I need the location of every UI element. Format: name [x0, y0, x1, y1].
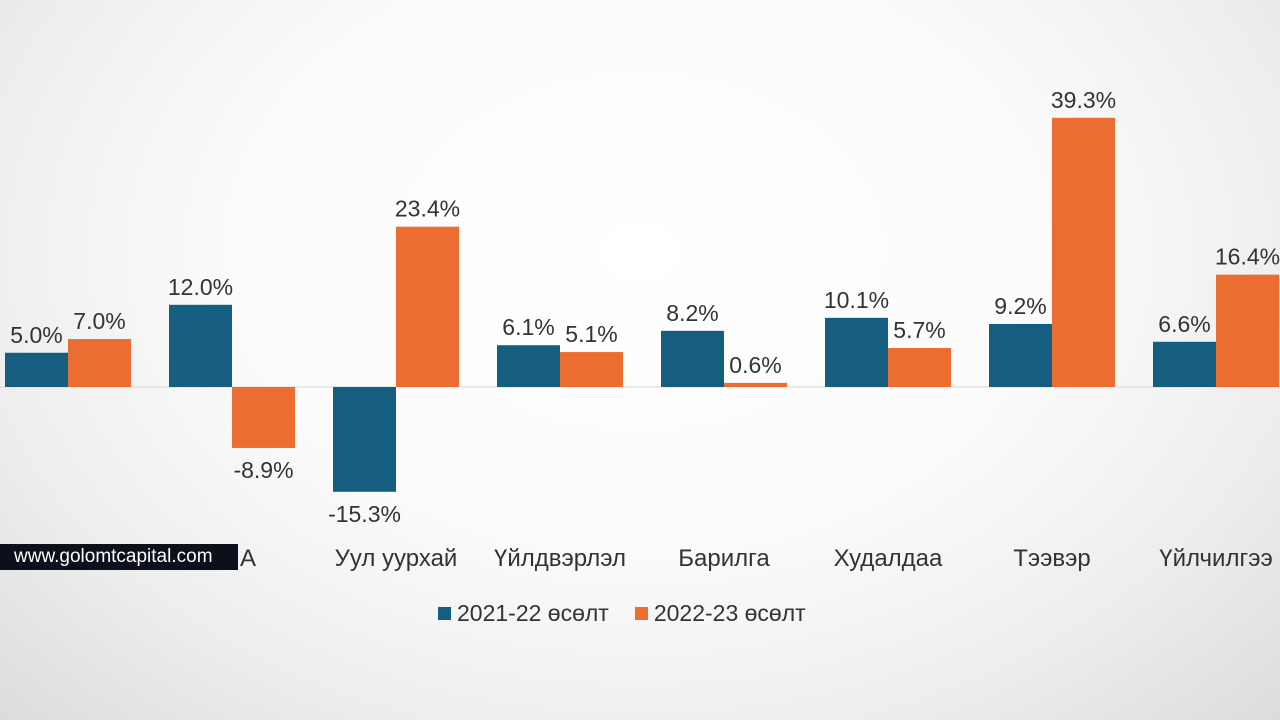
data-label-2022-23-2: 23.4% — [395, 196, 460, 222]
data-label-2021-22-4: 8.2% — [666, 300, 718, 326]
bar-2022-23-3 — [560, 352, 623, 387]
watermark-url: www.golomtcapital.com — [0, 544, 238, 570]
bar-2022-23-0 — [68, 339, 131, 387]
category-label-2: Уул уурхай — [335, 545, 458, 572]
bar-2022-23-5 — [888, 347, 951, 387]
data-label-2022-23-3: 5.1% — [565, 321, 617, 347]
bar-2021-22-0 — [5, 352, 68, 387]
data-label-2022-23-7: 16.4% — [1215, 244, 1280, 270]
bar-2022-23-1 — [232, 387, 295, 448]
bar-2022-23-4 — [724, 382, 787, 387]
bar-2022-23-7 — [1216, 274, 1279, 387]
data-label-2022-23-6: 39.3% — [1051, 87, 1116, 113]
legend-label-2022-23: 2022-23 өсөлт — [653, 599, 806, 626]
data-label-2021-22-0: 5.0% — [10, 322, 62, 348]
legend-label-2021-22: 2021-22 өсөлт — [457, 599, 609, 626]
category-label-1: А — [240, 545, 256, 572]
category-label-5: Худалдаа — [834, 545, 943, 572]
data-label-2022-23-0: 7.0% — [73, 308, 125, 334]
data-label-2021-22-7: 6.6% — [1158, 311, 1210, 337]
legend-item-2021-22: 2021-22 өсөлт — [438, 600, 609, 627]
bar-2021-22-2 — [333, 387, 396, 492]
bar-2021-22-4 — [661, 330, 724, 387]
legend-swatch-2021-22 — [438, 606, 451, 620]
bar-2021-22-7 — [1153, 341, 1216, 387]
data-label-2021-22-3: 6.1% — [502, 314, 554, 340]
bar-2021-22-5 — [825, 317, 888, 387]
bar-2021-22-3 — [497, 345, 560, 387]
category-label-7: Үйлчилгээ — [1159, 545, 1272, 572]
category-label-4: Барилга — [678, 545, 770, 572]
data-label-2021-22-5: 10.1% — [824, 287, 889, 313]
bar-2021-22-6 — [989, 323, 1052, 387]
data-label-2021-22-6: 9.2% — [994, 293, 1046, 319]
bar-2022-23-2 — [396, 226, 459, 387]
data-label-2022-23-1: -8.9% — [233, 457, 293, 483]
data-label-2022-23-5: 5.7% — [893, 317, 945, 343]
data-label-2021-22-1: 12.0% — [168, 274, 233, 300]
legend-item-2022-23: 2022-23 өсөлт — [634, 599, 806, 627]
bar-2021-22-1 — [169, 304, 232, 387]
category-label-6: Тээвэр — [1013, 545, 1091, 572]
legend: 2021-22 өсөлт 2022-23 өсөлт — [438, 598, 806, 628]
bar-2022-23-6 — [1052, 117, 1115, 388]
data-label-2022-23-4: 0.6% — [729, 352, 781, 378]
category-label-3: Үйлдвэрлэл — [494, 545, 626, 572]
legend-swatch-2022-23 — [634, 606, 648, 620]
data-label-2021-22-2: -15.3% — [328, 501, 401, 527]
